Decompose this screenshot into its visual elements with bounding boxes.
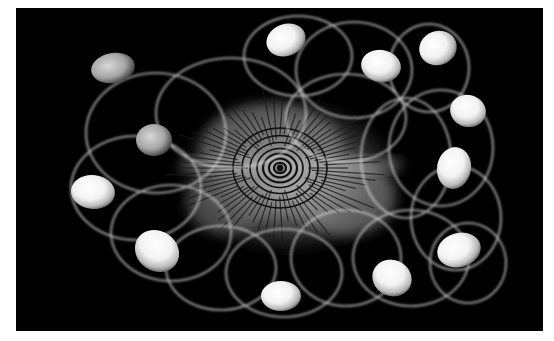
egg-shape bbox=[450, 94, 486, 128]
egg-shape bbox=[134, 229, 180, 273]
streak-line bbox=[284, 189, 298, 227]
ring bbox=[249, 141, 311, 195]
streak-line bbox=[306, 114, 365, 150]
streak-line bbox=[306, 180, 375, 209]
egg-shape bbox=[91, 52, 135, 84]
streak-line bbox=[314, 153, 350, 162]
egg-shape bbox=[261, 281, 301, 311]
streak-line bbox=[283, 106, 291, 134]
streak-line bbox=[241, 109, 262, 140]
wire-loop bbox=[243, 15, 353, 97]
streak-line bbox=[190, 130, 250, 156]
streak-line bbox=[187, 177, 252, 199]
streak-line bbox=[295, 192, 331, 236]
streak-line bbox=[296, 121, 332, 151]
egg-shape bbox=[266, 23, 306, 57]
wire-loop bbox=[225, 228, 343, 318]
streak-line bbox=[279, 196, 284, 248]
ring bbox=[272, 161, 288, 175]
wire-loop bbox=[295, 21, 413, 119]
egg-shape bbox=[419, 30, 457, 66]
egg-shape bbox=[71, 174, 115, 210]
streak-line bbox=[304, 177, 346, 192]
streak-line bbox=[311, 123, 365, 151]
streak-line bbox=[296, 185, 329, 213]
wire-loop bbox=[70, 135, 202, 241]
streak-line bbox=[311, 169, 385, 176]
streak-line bbox=[212, 127, 247, 148]
wire-loop bbox=[155, 57, 307, 169]
streak-line bbox=[301, 128, 332, 151]
streak-line bbox=[218, 105, 260, 148]
streak-line bbox=[199, 152, 238, 161]
streak-line bbox=[296, 188, 319, 211]
egg-shape bbox=[361, 49, 401, 83]
wire-loop bbox=[285, 73, 407, 163]
streak-line bbox=[297, 105, 327, 141]
streak-line bbox=[308, 184, 363, 212]
streak-line bbox=[309, 192, 340, 214]
streak-line bbox=[217, 185, 255, 213]
streak-line bbox=[279, 100, 283, 137]
wire-loop bbox=[429, 222, 507, 304]
ring-center-dot bbox=[276, 164, 284, 172]
streak-line bbox=[320, 179, 356, 189]
streak-line bbox=[248, 193, 264, 216]
egg-shape bbox=[372, 259, 412, 297]
streak-line bbox=[223, 128, 247, 144]
ring bbox=[267, 157, 293, 179]
streak-line bbox=[230, 106, 261, 144]
ring bbox=[256, 147, 304, 189]
streak-line bbox=[292, 97, 322, 143]
streak-line bbox=[315, 172, 376, 181]
streak-line bbox=[272, 199, 277, 243]
wire-loop bbox=[290, 209, 402, 307]
ring bbox=[261, 152, 299, 184]
streak-line bbox=[178, 134, 252, 159]
photogram-artwork bbox=[70, 15, 507, 318]
streak-line bbox=[317, 132, 363, 151]
streak-line bbox=[220, 196, 254, 229]
streak-line bbox=[294, 196, 319, 234]
streak-line bbox=[203, 173, 237, 179]
streak-line bbox=[257, 189, 272, 230]
streak-line bbox=[262, 90, 275, 143]
wire-loop bbox=[85, 72, 227, 194]
streak-line bbox=[323, 160, 381, 166]
streak-line bbox=[185, 185, 239, 208]
egg-shape bbox=[437, 232, 481, 268]
egg-shape bbox=[136, 124, 172, 156]
streak-line bbox=[287, 119, 301, 145]
streak-line bbox=[260, 116, 272, 147]
wire-loop bbox=[110, 184, 232, 282]
egg-shape bbox=[436, 147, 472, 189]
photogram-canvas bbox=[16, 8, 543, 331]
streak-line bbox=[218, 186, 250, 205]
egg-shapes bbox=[71, 23, 486, 311]
streak-line bbox=[272, 95, 277, 140]
streak-line bbox=[190, 156, 241, 164]
